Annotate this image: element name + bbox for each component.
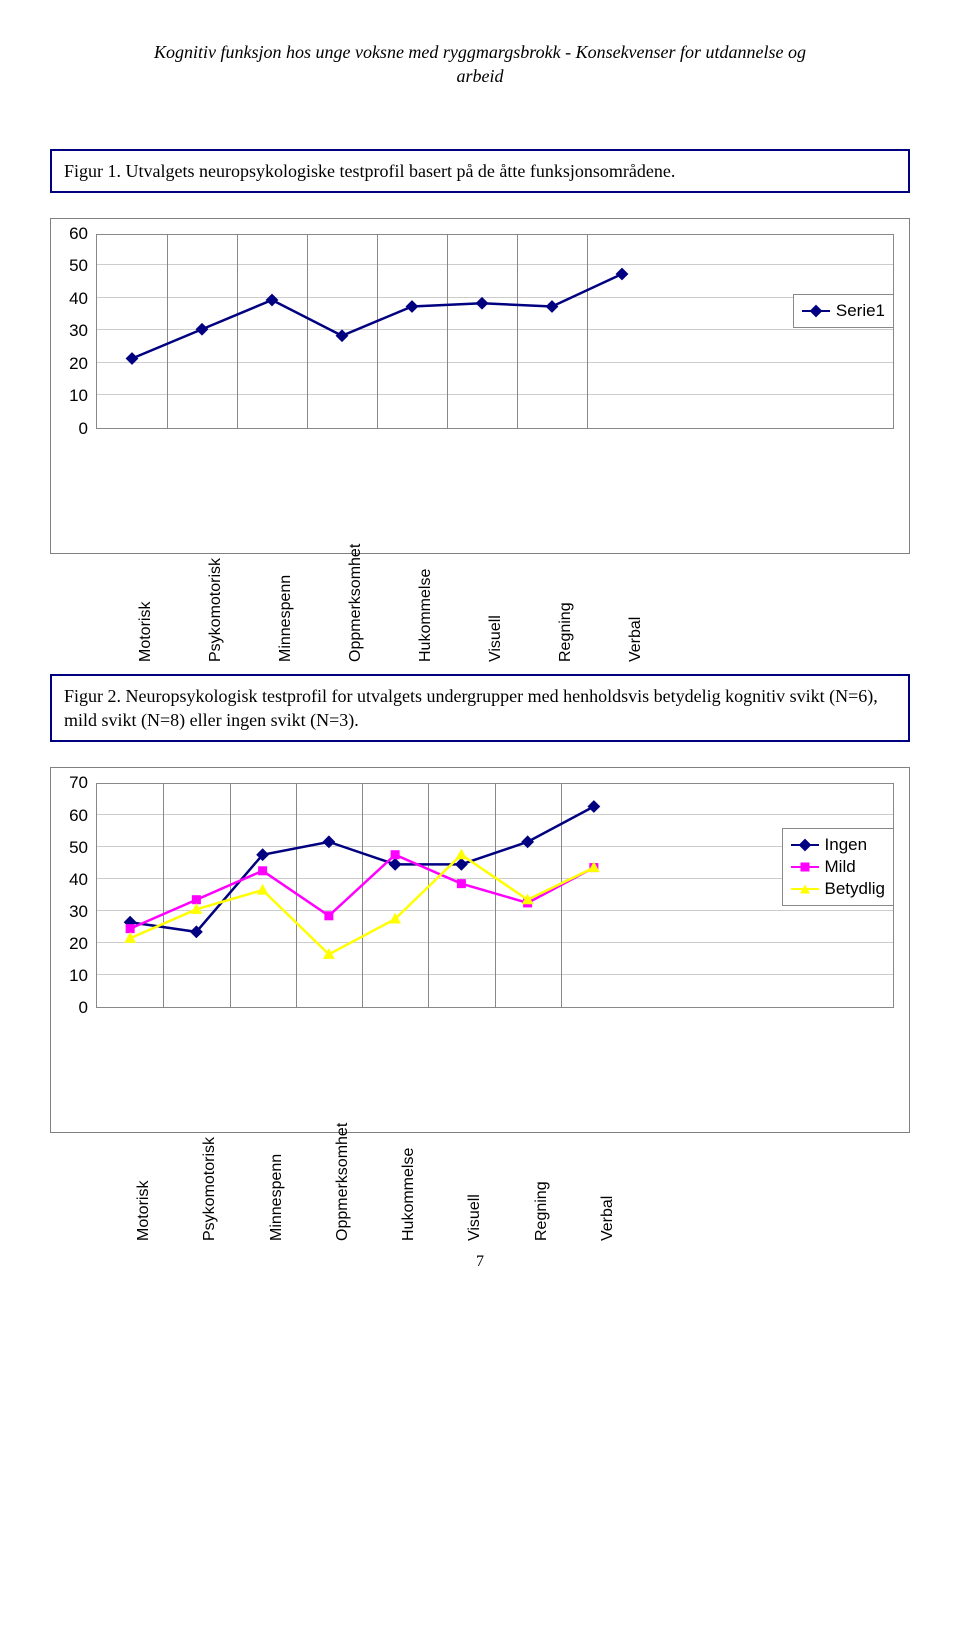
legend-item: Serie1 bbox=[802, 301, 885, 321]
x-axis-label: Verbal bbox=[627, 617, 645, 662]
figure2-caption: Figur 2. Neuropsykologisk testprofil for… bbox=[50, 674, 910, 743]
x-axis-label: Psykomotorisk bbox=[201, 1137, 219, 1241]
x-axis-label: Oppmerksomhet bbox=[334, 1123, 352, 1241]
x-axis-label: Minnespenn bbox=[268, 1154, 286, 1241]
legend: IngenMildBetydlig bbox=[782, 828, 894, 906]
x-axis-label: Oppmerksomhet bbox=[347, 544, 365, 662]
page-number: 7 bbox=[50, 1253, 910, 1271]
legend-item: Ingen bbox=[791, 835, 885, 855]
x-axis-label: Visuell bbox=[466, 1195, 484, 1242]
x-axis-label: Verbal bbox=[599, 1196, 617, 1241]
figure1-chart: 0102030405060Serie1MotoriskPsykomotorisk… bbox=[50, 218, 910, 554]
header-line2: arbeid bbox=[457, 66, 504, 86]
legend-label: Betydlig bbox=[825, 879, 885, 899]
figure1-caption: Figur 1. Utvalgets neuropsykologiske tes… bbox=[50, 149, 910, 193]
x-axis-label: Minnespenn bbox=[277, 575, 295, 662]
header-line1: Kognitiv funksjon hos unge voksne med ry… bbox=[154, 42, 806, 62]
x-axis-label: Hukommelse bbox=[417, 569, 435, 662]
x-axis-label: Hukommelse bbox=[400, 1148, 418, 1241]
plot-area bbox=[96, 234, 894, 429]
page-header: Kognitiv funksjon hos unge voksne med ry… bbox=[50, 40, 910, 89]
x-axis-label: Visuell bbox=[487, 615, 505, 662]
x-axis-label: Regning bbox=[533, 1182, 551, 1242]
legend: Serie1 bbox=[793, 294, 894, 328]
legend-label: Serie1 bbox=[836, 301, 885, 321]
legend-item: Betydlig bbox=[791, 879, 885, 899]
legend-label: Ingen bbox=[825, 835, 868, 855]
legend-item: Mild bbox=[791, 857, 885, 877]
x-axis-label: Motorisk bbox=[137, 601, 155, 661]
x-axis-label: Motorisk bbox=[135, 1181, 153, 1241]
plot-area bbox=[96, 783, 894, 1008]
figure2-chart: 010203040506070IngenMildBetydligMotorisk… bbox=[50, 767, 910, 1133]
x-axis-label: Psykomotorisk bbox=[207, 558, 225, 662]
legend-label: Mild bbox=[825, 857, 856, 877]
x-axis-label: Regning bbox=[557, 602, 575, 662]
